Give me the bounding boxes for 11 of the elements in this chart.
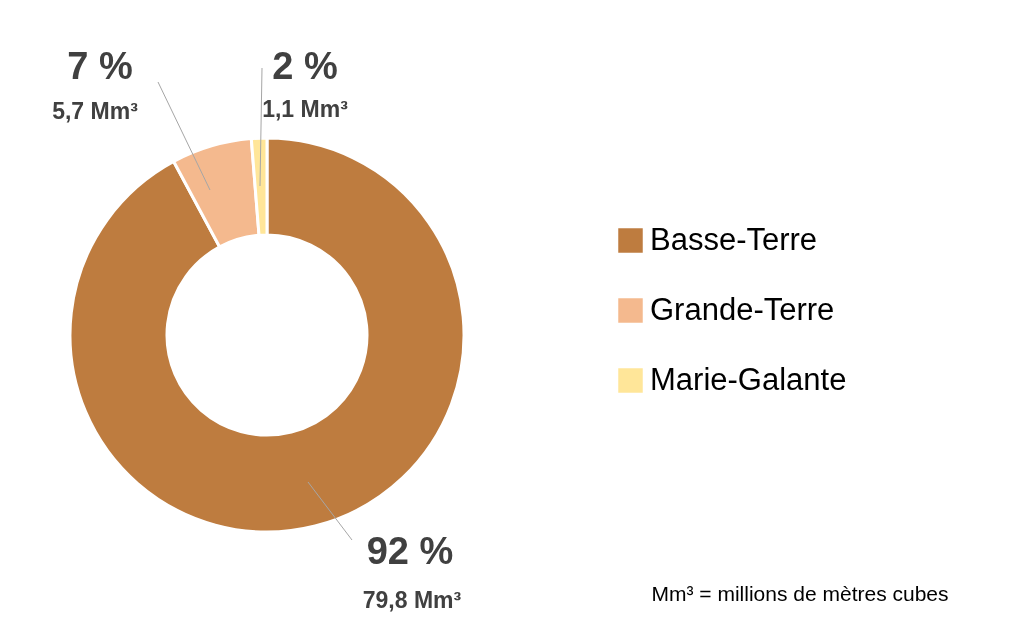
text: 7 % bbox=[67, 45, 133, 87]
text: 92 % bbox=[366, 530, 454, 572]
data-label: 79,8 Mm³ bbox=[362, 587, 462, 613]
text: Mm³ = millions de mètres cubes bbox=[651, 582, 949, 605]
legend-label: Basse-Terre bbox=[650, 221, 818, 257]
data-label: 5,7 Mm³ bbox=[52, 98, 139, 124]
donut-slice bbox=[68, 136, 466, 534]
legend-label: Grande-Terre bbox=[650, 291, 835, 327]
text: 2 % bbox=[272, 45, 338, 87]
data-label: 1,1 Mm³ bbox=[262, 96, 349, 122]
legend-label: Marie-Galante bbox=[650, 361, 847, 397]
